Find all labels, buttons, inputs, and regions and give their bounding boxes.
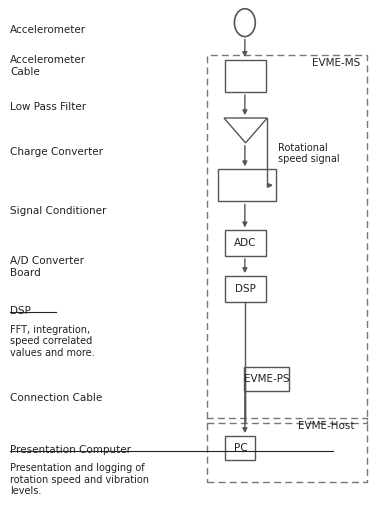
Text: ADC: ADC [234, 238, 257, 248]
Text: EVME-MS: EVME-MS [312, 58, 360, 68]
Text: EVME-Host: EVME-Host [298, 421, 355, 431]
Text: DSP: DSP [235, 284, 256, 294]
Circle shape [234, 9, 255, 37]
Bar [226, 60, 266, 92]
Text: DSP: DSP [10, 306, 31, 316]
Text: Accelerometer: Accelerometer [10, 25, 86, 35]
Bar [226, 230, 266, 256]
Text: Presentation and logging of
rotation speed and vibration
levels.: Presentation and logging of rotation spe… [10, 463, 149, 496]
Text: Accelerometer
Cable: Accelerometer Cable [10, 55, 86, 77]
Text: Signal Conditioner: Signal Conditioner [10, 206, 107, 216]
Text: PC: PC [234, 443, 247, 453]
Bar [207, 418, 367, 482]
Bar [226, 436, 255, 460]
Text: FFT, integration,
speed correlated
values and more.: FFT, integration, speed correlated value… [10, 324, 95, 358]
Bar [218, 169, 276, 201]
Bar [226, 276, 266, 302]
Text: Presentation Computer: Presentation Computer [10, 445, 131, 455]
Text: Low Pass Filter: Low Pass Filter [10, 102, 86, 112]
Text: A/D Converter
Board: A/D Converter Board [10, 256, 84, 278]
Text: EVME-PS: EVME-PS [244, 374, 289, 384]
Polygon shape [224, 118, 267, 143]
Text: Connection Cable: Connection Cable [10, 393, 102, 403]
Text: Rotational
speed signal: Rotational speed signal [278, 143, 340, 164]
Bar [244, 368, 289, 391]
Bar [207, 55, 367, 422]
Text: Charge Converter: Charge Converter [10, 147, 103, 157]
